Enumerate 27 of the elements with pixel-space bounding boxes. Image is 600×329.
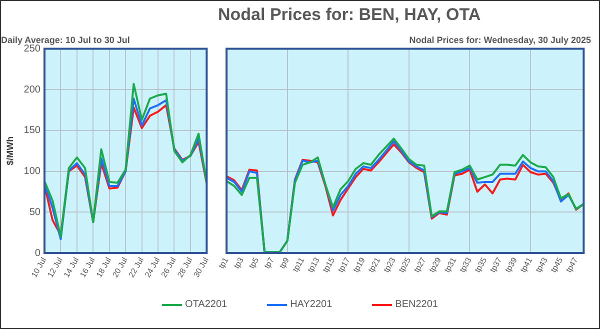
legend-label: HAY2201 bbox=[290, 299, 332, 310]
legend-label: OTA2201 bbox=[185, 299, 228, 310]
x-tick-label: 24 Jul bbox=[143, 256, 162, 279]
chart-subtitle: Daily Average: 10 Jul to 30 Jul bbox=[1, 34, 130, 45]
y-tick-label: 250 bbox=[24, 44, 41, 55]
legend-label: BEN2201 bbox=[395, 299, 438, 310]
y-tick-label: 200 bbox=[24, 84, 41, 96]
chart-subtitle: Nodal Prices for: Wednesday, 30 July 2025 bbox=[409, 34, 591, 45]
x-tick-label: 14 Jul bbox=[62, 256, 81, 279]
y-tick-label: 50 bbox=[29, 206, 41, 218]
x-tick-label: tp9 bbox=[278, 256, 292, 270]
x-tick-label: 20 Jul bbox=[110, 256, 130, 279]
x-tick-label: 22 Jul bbox=[126, 256, 146, 279]
x-tick-label: tp1 bbox=[216, 256, 230, 270]
x-tick-label: 26 Jul bbox=[159, 256, 178, 279]
y-tick-label: 100 bbox=[24, 166, 41, 178]
x-tick-label: tp5 bbox=[247, 256, 261, 270]
y-axis-title: $/MWh bbox=[4, 136, 15, 166]
x-tick-label: tp7 bbox=[262, 256, 276, 270]
x-tick-label: 28 Jul bbox=[176, 256, 194, 279]
x-tick-label: 12 Jul bbox=[46, 256, 64, 279]
chart-title: Nodal Prices for: BEN, HAY, OTA bbox=[218, 5, 481, 24]
x-tick-label: 18 Jul bbox=[94, 256, 114, 279]
x-tick-label: 16 Jul bbox=[78, 256, 97, 279]
x-tick-label: 30 Jul bbox=[192, 256, 210, 279]
y-tick-label: 150 bbox=[24, 125, 41, 136]
x-tick-label: tp3 bbox=[232, 256, 246, 270]
